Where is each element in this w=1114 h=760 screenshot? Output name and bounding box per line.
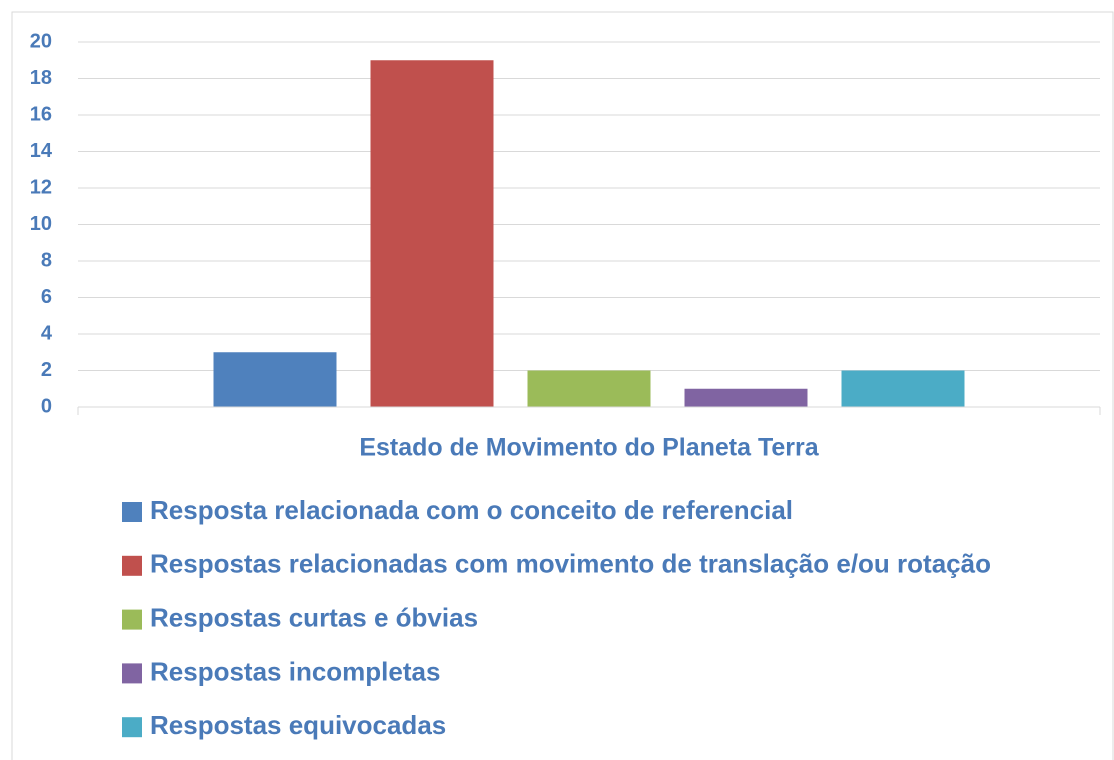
y-tick-label: 12	[30, 176, 52, 198]
legend-label: Respostas equivocadas	[150, 710, 446, 740]
bar	[841, 370, 965, 407]
legend-swatch	[122, 663, 142, 684]
x-tick-label: Estado de Movimento do Planeta Terra	[359, 434, 819, 462]
legend-swatch	[122, 609, 142, 630]
y-tick-label: 16	[30, 103, 52, 125]
y-tick-label: 6	[41, 286, 52, 308]
legend-swatch	[122, 502, 142, 522]
legend-label: Resposta relacionada com o conceito de r…	[150, 495, 793, 525]
y-tick-label: 18	[30, 67, 52, 89]
bar	[213, 352, 337, 407]
y-tick-label: 10	[30, 213, 52, 235]
legend-swatch	[122, 555, 142, 576]
legend-swatch	[122, 717, 142, 738]
bar	[370, 60, 494, 407]
y-tick-label: 0	[41, 395, 52, 417]
bar	[527, 370, 651, 407]
legend-label: Respostas incompletas	[150, 656, 440, 686]
chart-frame	[11, 11, 1114, 760]
y-tick-label: 2	[41, 359, 52, 381]
y-tick-label: 20	[30, 30, 52, 52]
y-tick-label: 4	[41, 322, 53, 344]
bar	[684, 388, 808, 407]
legend-label: Respostas relacionadas com movimento de …	[150, 549, 991, 579]
y-tick-label: 8	[41, 249, 52, 271]
y-tick-label: 14	[30, 140, 53, 162]
legend-label: Respostas curtas e óbvias	[150, 602, 478, 632]
